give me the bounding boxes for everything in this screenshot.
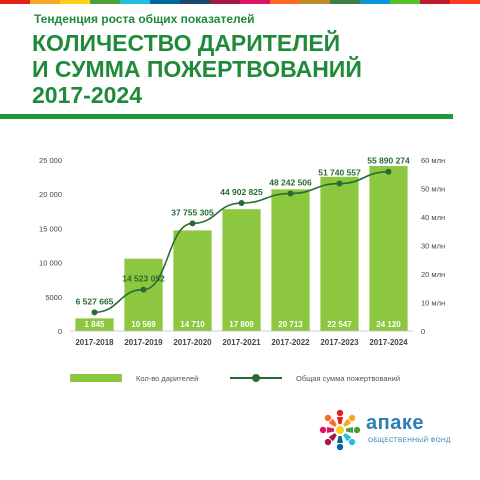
bar-value-label: 22 547 bbox=[327, 320, 352, 329]
bar-value-label: 10 569 bbox=[131, 320, 156, 329]
y-right-tick-label: 10 млн bbox=[421, 299, 445, 308]
bar bbox=[369, 166, 408, 331]
title-line-2: И СУММА ПОЖЕРТВОВАНИЙ bbox=[32, 56, 362, 82]
line-point bbox=[385, 168, 392, 175]
bar-value-label: 14 710 bbox=[180, 320, 205, 329]
y-right-tick-label: 30 млн bbox=[421, 242, 445, 251]
x-tick-label: 2017-2020 bbox=[173, 338, 212, 347]
y-left-tick-label: 0 bbox=[58, 327, 62, 336]
y-left-tick-label: 25 000 bbox=[39, 156, 62, 165]
line-value-label: 55 890 274 bbox=[367, 156, 410, 166]
logo-name: апаке bbox=[366, 412, 424, 434]
legend-bar-swatch bbox=[70, 374, 122, 382]
topbar-segment bbox=[390, 0, 420, 4]
legend-item-line: Общая сумма пожертвований bbox=[230, 370, 400, 386]
title-line-3: 2017-2024 bbox=[32, 82, 142, 108]
chart-legend: Кол-во дарителей Общая сумма пожертвован… bbox=[60, 370, 460, 386]
line-point bbox=[140, 286, 147, 293]
topbar-segment bbox=[300, 0, 330, 4]
x-tick-label: 2017-2023 bbox=[320, 338, 359, 347]
topbar-segment bbox=[150, 0, 180, 4]
chart-title: КОЛИЧЕСТВО ДАРИТЕЛЕЙ И СУММА ПОЖЕРТВОВАН… bbox=[32, 30, 452, 108]
y-right-tick-label: 50 млн bbox=[421, 185, 445, 194]
y-left-tick-label: 20 000 bbox=[39, 190, 62, 199]
bar bbox=[222, 209, 261, 331]
topbar-segment bbox=[240, 0, 270, 4]
bar-value-label: 17 809 bbox=[229, 320, 254, 329]
bar-value-label: 20 713 bbox=[278, 320, 303, 329]
y-left-tick-label: 15 000 bbox=[39, 224, 62, 233]
x-tick-label: 2017-2021 bbox=[222, 338, 261, 347]
legend-bar-label: Кол-во дарителей bbox=[136, 373, 199, 383]
bar bbox=[173, 230, 212, 331]
apake-logo: апаке ОБЩЕСТВЕННЫЙ ФОНД bbox=[314, 404, 474, 454]
legend-item-bar: Кол-во дарителей bbox=[70, 370, 198, 386]
line-point bbox=[189, 220, 196, 227]
legend-line-label: Общая сумма пожертвований bbox=[296, 373, 401, 383]
line-value-label: 48 242 506 bbox=[269, 178, 312, 188]
bar-value-label: 24 120 bbox=[376, 320, 401, 329]
bar bbox=[124, 258, 163, 331]
y-right-tick-label: 40 млн bbox=[421, 213, 445, 222]
line-value-label: 6 527 665 bbox=[76, 296, 114, 306]
topbar-segment bbox=[330, 0, 360, 4]
chart-subtitle: Тенденция роста общих показателей bbox=[34, 12, 255, 26]
combo-chart: 0 5000 10 000 15 000 20 000 25 000 0 10 млн 20 м… bbox=[39, 156, 445, 347]
colorful-people-circle-icon bbox=[319, 409, 361, 451]
logo-tagline: ОБЩЕСТВЕННЫЙ ФОНД bbox=[368, 437, 451, 444]
topbar-segment bbox=[30, 0, 60, 4]
bar bbox=[75, 318, 114, 331]
x-tick-label: 2017-2024 bbox=[369, 338, 408, 347]
x-tick-label: 2017-2019 bbox=[124, 338, 163, 347]
y-right-tick-label: 0 bbox=[421, 327, 425, 336]
line-value-label: 14 523 052 bbox=[122, 274, 165, 284]
y-right-tick-label: 20 млн bbox=[421, 270, 445, 279]
x-tick-label: 2017-2022 bbox=[271, 338, 310, 347]
topbar-segment bbox=[210, 0, 240, 4]
bar bbox=[271, 189, 310, 331]
y-left-tick-label: 5000 bbox=[45, 293, 62, 302]
topbar-segment bbox=[420, 0, 450, 4]
topbar-segment bbox=[450, 0, 480, 4]
line-value-label: 44 902 825 bbox=[220, 187, 263, 197]
line-point bbox=[91, 309, 98, 316]
y-right-tick-label: 60 млн bbox=[421, 156, 445, 165]
line-point bbox=[238, 200, 245, 207]
topbar-segment bbox=[360, 0, 390, 4]
y-left-tick-label: 10 000 bbox=[39, 259, 62, 268]
color-stripe-topbar bbox=[0, 0, 480, 4]
x-tick-label: 2017-2018 bbox=[75, 338, 114, 347]
topbar-segment bbox=[0, 0, 30, 4]
line-value-label: 51 740 557 bbox=[318, 168, 361, 178]
title-divider bbox=[0, 114, 453, 119]
topbar-segment bbox=[90, 0, 120, 4]
topbar-segment bbox=[60, 0, 90, 4]
legend-line-dot bbox=[252, 374, 260, 382]
line-point bbox=[336, 180, 343, 187]
bar-value-label: 1 845 bbox=[84, 320, 105, 329]
line-point bbox=[287, 190, 294, 197]
topbar-segment bbox=[120, 0, 150, 4]
line-value-label: 37 755 305 bbox=[171, 207, 214, 217]
topbar-segment bbox=[270, 0, 300, 4]
topbar-segment bbox=[180, 0, 210, 4]
legend-line-swatch bbox=[230, 374, 282, 382]
title-line-1: КОЛИЧЕСТВО ДАРИТЕЛЕЙ bbox=[32, 30, 341, 56]
bar bbox=[320, 176, 359, 331]
